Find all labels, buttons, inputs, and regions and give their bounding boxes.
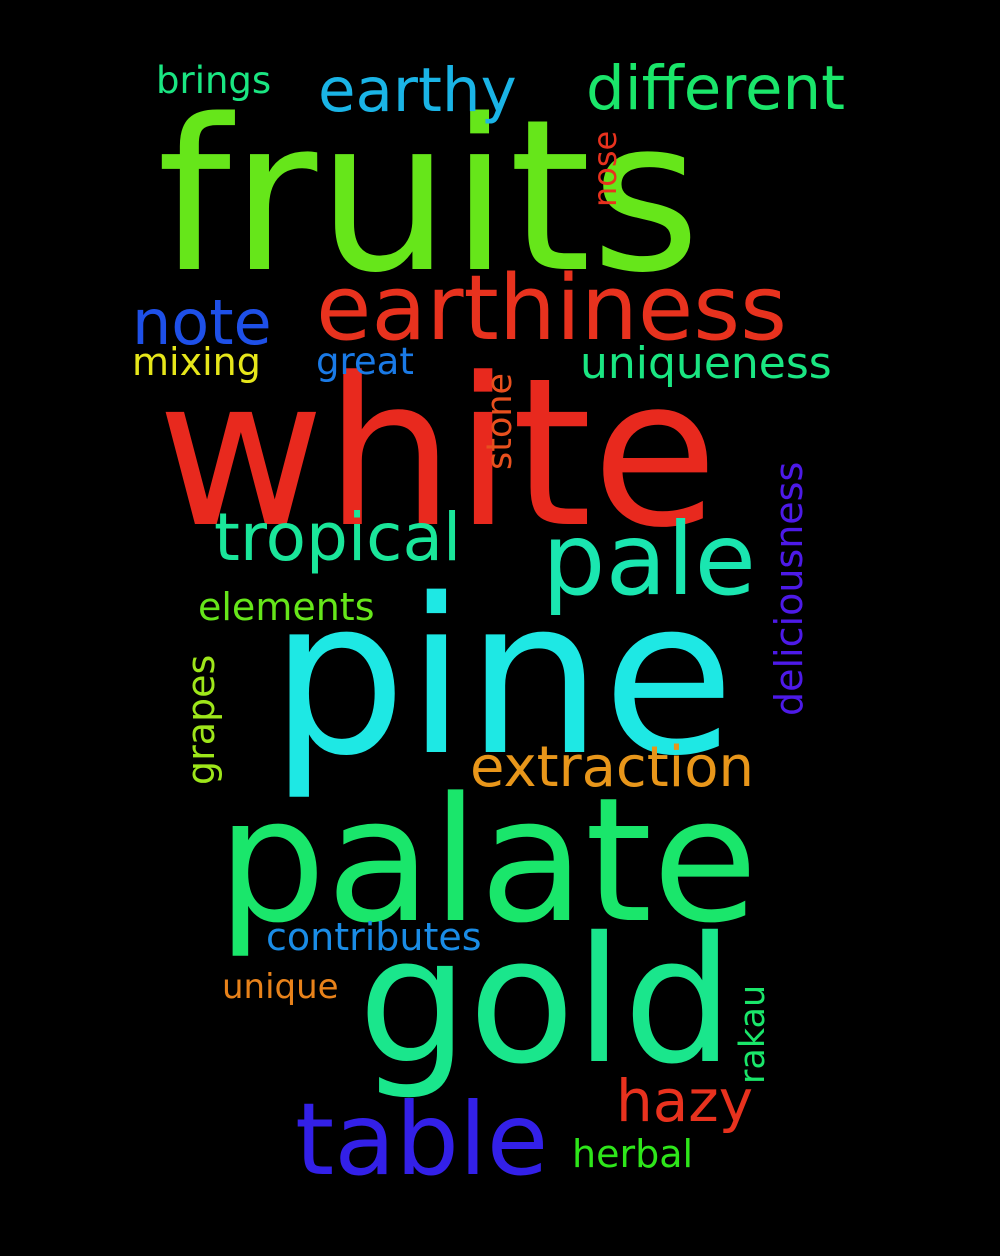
word-earthiness: earthiness bbox=[316, 256, 788, 361]
word-fruits: fruits bbox=[157, 74, 701, 319]
word-brings: brings bbox=[156, 59, 272, 102]
word-extraction: extraction bbox=[470, 735, 754, 800]
word-pine: pine bbox=[270, 552, 735, 803]
word-herbal: herbal bbox=[572, 1132, 694, 1176]
word-uniqueness: uniqueness bbox=[580, 338, 832, 389]
word-contributes: contributes bbox=[266, 915, 482, 959]
word-grapes: grapes bbox=[179, 654, 223, 785]
word-stone: stone bbox=[480, 372, 520, 470]
word-elements: elements bbox=[198, 585, 375, 629]
word-white: white bbox=[157, 335, 719, 573]
word-rakau: rakau bbox=[733, 984, 773, 1084]
word-earthy: earthy bbox=[318, 55, 517, 126]
word-unique: unique bbox=[222, 967, 339, 1007]
word-tropical: tropical bbox=[214, 499, 462, 576]
word-mixing: mixing bbox=[132, 340, 261, 384]
word-deliciousness: deliciousness bbox=[767, 461, 811, 716]
word-great: great bbox=[316, 340, 414, 383]
word-table: table bbox=[295, 1081, 549, 1198]
word-palate: palate bbox=[217, 760, 759, 961]
word-pale: pale bbox=[542, 501, 757, 618]
word-gold: gold bbox=[358, 900, 734, 1103]
word-note: note bbox=[132, 286, 272, 359]
word-different: different bbox=[586, 53, 846, 124]
word-hazy: hazy bbox=[616, 1067, 754, 1135]
word-nose: nose bbox=[586, 130, 624, 207]
